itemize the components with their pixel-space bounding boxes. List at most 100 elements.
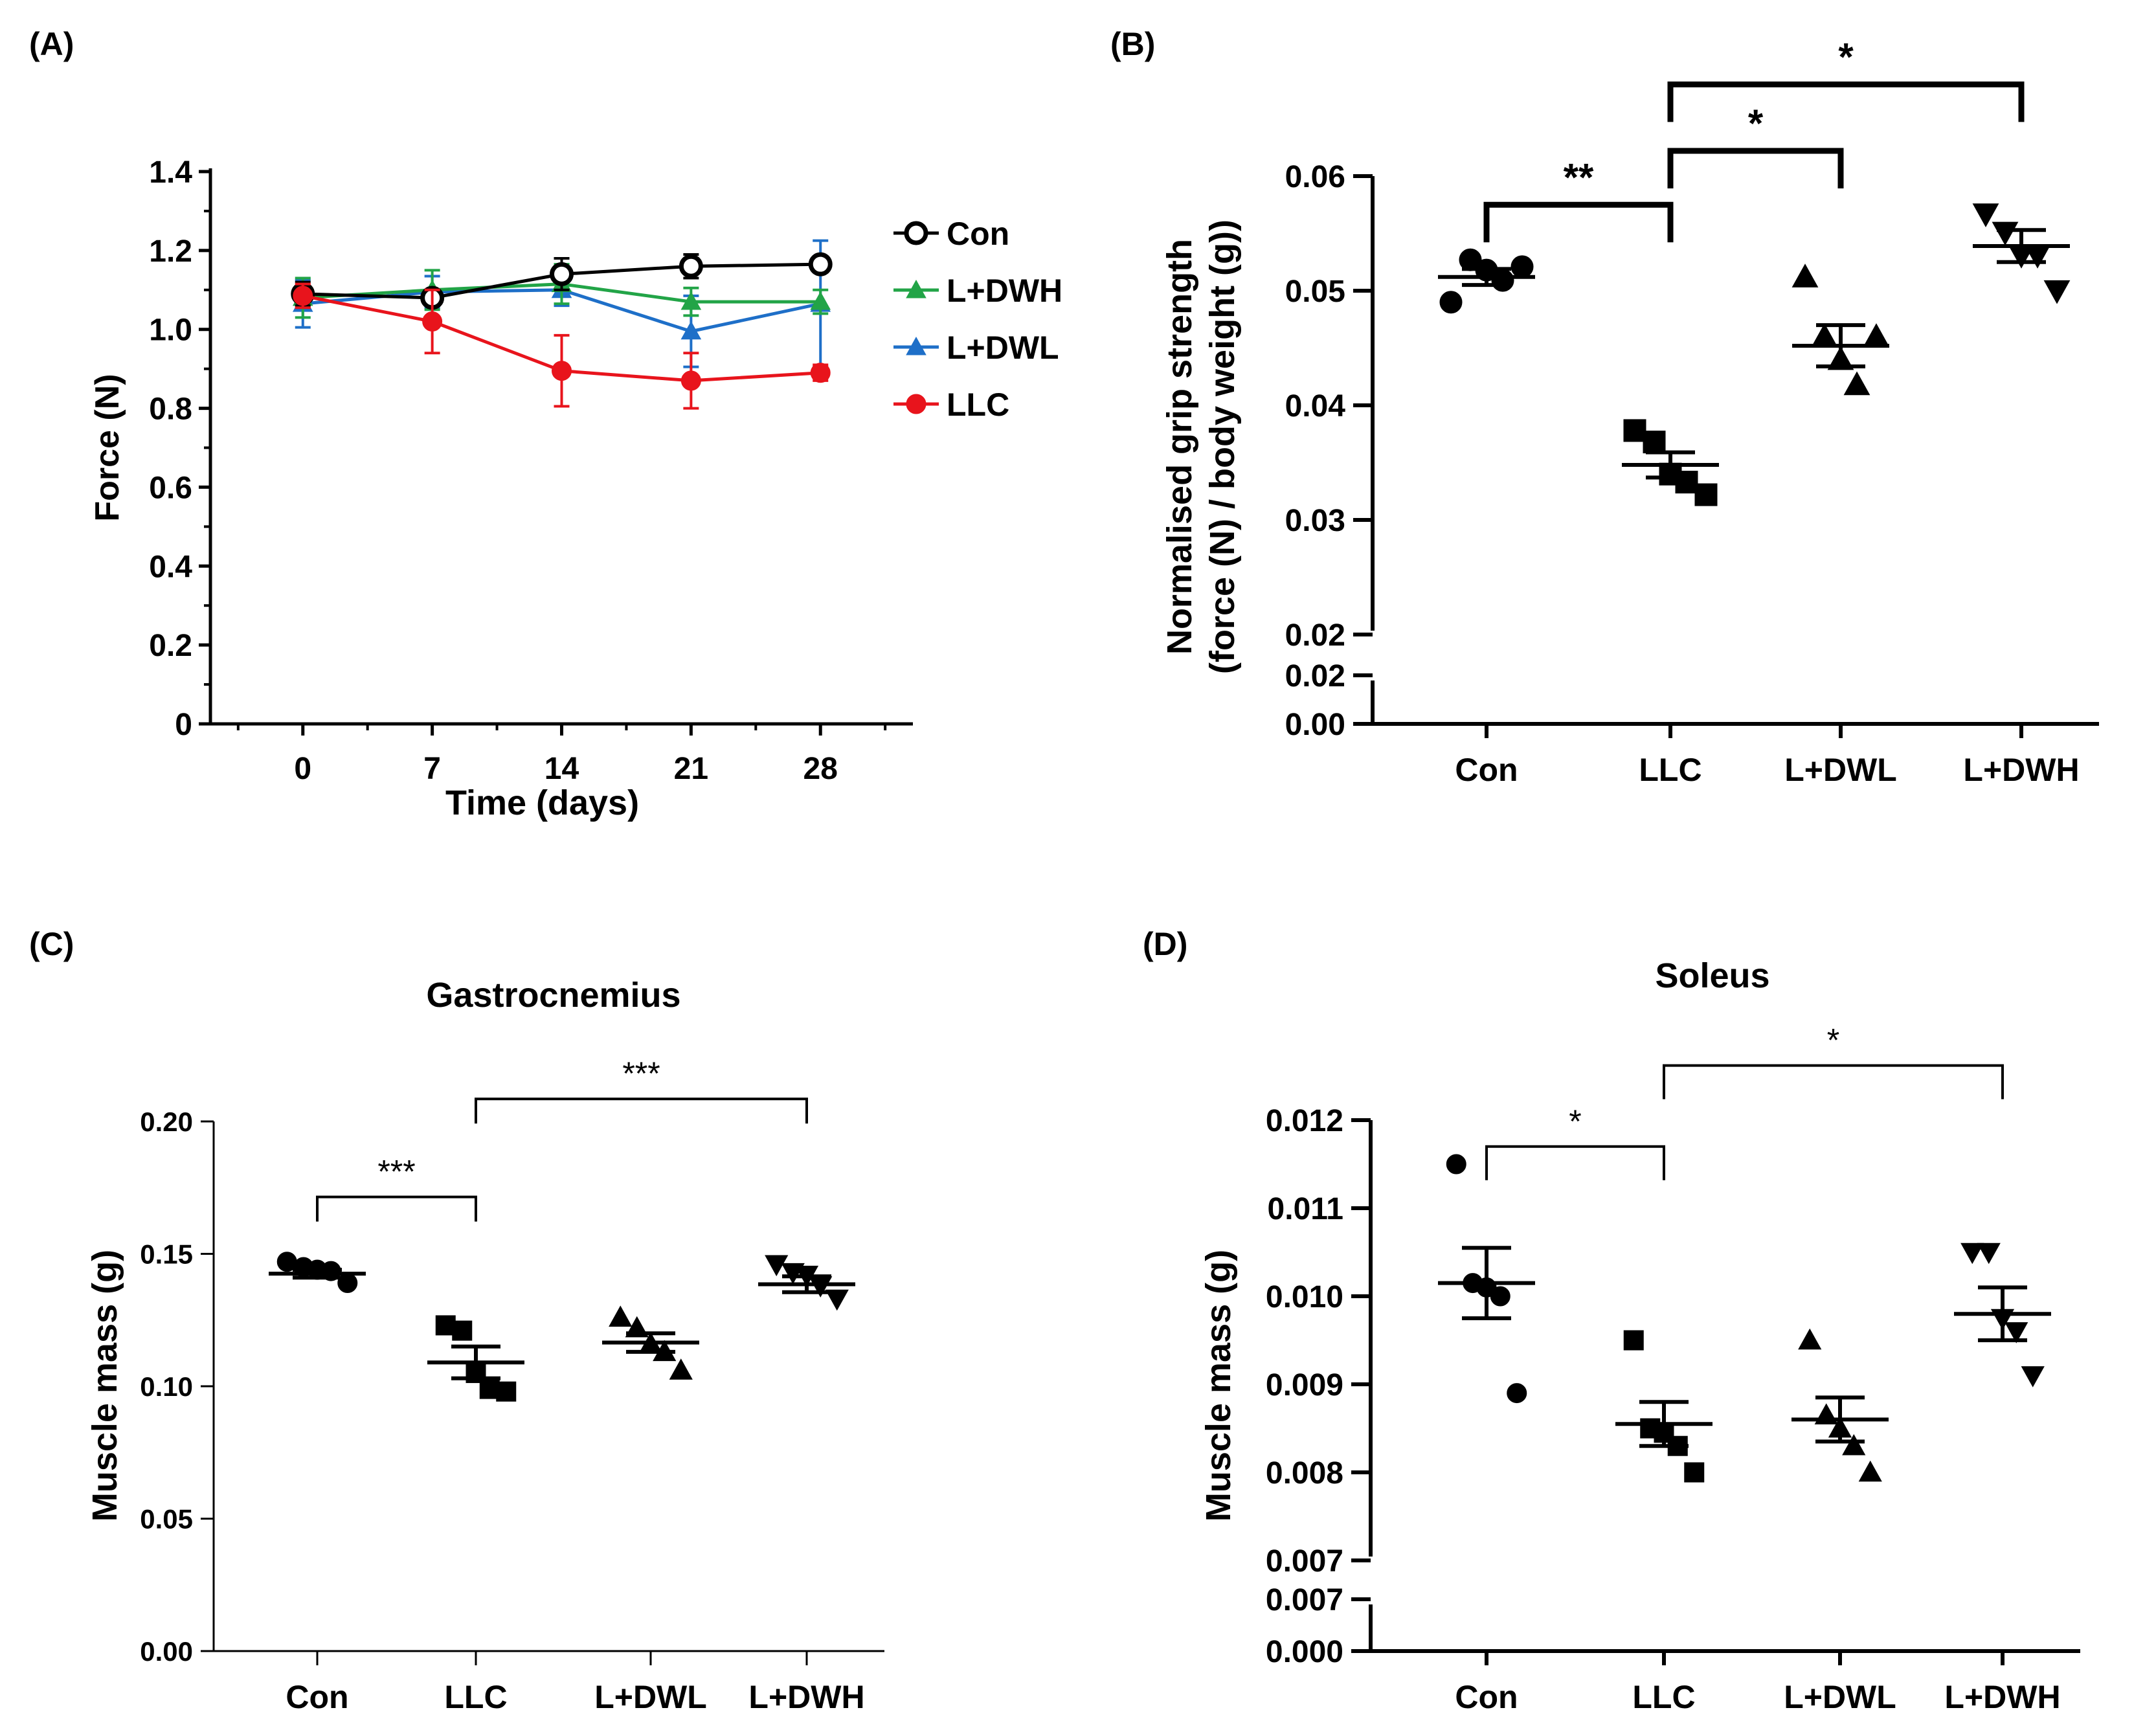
data-point: [765, 1255, 789, 1277]
significance-stars: *: [1569, 1103, 1581, 1140]
panel-label-c: (C): [29, 926, 74, 962]
data-point: [496, 1381, 517, 1402]
significance-bracket: [316, 1195, 477, 1222]
data-point: [452, 1320, 473, 1341]
x-tick-label: L+DWH: [1944, 1679, 2060, 1715]
significance-bracket: [1663, 1064, 2004, 1099]
data-point: [825, 1289, 849, 1311]
data-point: [2024, 244, 2051, 269]
legend-marker: [906, 337, 926, 355]
y-tick-label: 1.0: [149, 313, 192, 348]
significance-stars: *: [1748, 102, 1764, 145]
x-tick-label: L+DWH: [748, 1679, 864, 1715]
legend-marker: [906, 394, 926, 414]
y-axis-title-line: (force (N) / body weight (g)): [1203, 219, 1242, 674]
data-point: [1643, 431, 1666, 454]
y-tick-label: 0.007: [1266, 1544, 1343, 1579]
x-tick-label: 14: [545, 752, 579, 786]
data-point: [1863, 323, 1890, 347]
chart-title: Soleus: [1655, 956, 1769, 995]
data-point: [2043, 280, 2071, 304]
data-point: [293, 286, 313, 306]
y-tick-label: 0.6: [149, 471, 192, 505]
x-tick-label: LLC: [1639, 752, 1701, 788]
y-tick-label: 0.03: [1285, 504, 1345, 538]
y-tick-label: 0.4: [149, 550, 192, 584]
data-point: [1791, 264, 1819, 287]
data-point: [1811, 323, 1838, 347]
significance-bracket: [1667, 148, 1844, 189]
y-tick-label: 0.20: [140, 1107, 193, 1137]
data-point: [1960, 1243, 1984, 1265]
y-tick-label: 0.000: [1266, 1635, 1343, 1669]
data-point: [680, 321, 702, 340]
y-axis-title: Force (N): [89, 374, 126, 521]
data-point: [1623, 419, 1646, 442]
x-tick-label: 21: [674, 752, 708, 786]
data-point: [2021, 1366, 2045, 1388]
panel-c-gastrocnemius-chart: (C) 0.00 0.05 0.10 0.15 0.20 Con LLC L+DWL L+DWH M…: [29, 926, 884, 1715]
x-tick-label: LLC: [1632, 1679, 1695, 1715]
legend-label: L+DWH: [947, 273, 1062, 309]
x-tick-label: Con: [286, 1679, 348, 1715]
legend-marker: [904, 221, 928, 245]
y-tick-label: 0.009: [1266, 1368, 1343, 1402]
data-point: [1972, 203, 1999, 227]
y-tick-label: 0.8: [149, 392, 192, 427]
data-point: [679, 254, 703, 278]
significance-bracket: [1483, 201, 1674, 243]
significance-bracket: [1485, 1145, 1665, 1180]
data-point: [2004, 1322, 2028, 1344]
data-point: [680, 370, 701, 391]
y-tick-label: 0.008: [1266, 1456, 1343, 1490]
y-tick-label: 0.00: [140, 1636, 193, 1667]
y-tick-label: 1.4: [149, 155, 192, 190]
data-point: [1798, 1328, 1822, 1350]
y-tick-label: 0.011: [1268, 1192, 1343, 1226]
y-tick-label: 0.007: [1266, 1583, 1343, 1617]
panel-label-b: (B): [1110, 26, 1155, 62]
x-tick-label: Con: [1455, 752, 1518, 788]
data-point: [552, 361, 572, 381]
legend-label: LLC: [947, 387, 1009, 423]
data-point: [1491, 269, 1514, 292]
significance-bracket: [1667, 81, 2025, 122]
data-point: [1684, 1462, 1705, 1483]
data-point: [550, 262, 574, 286]
y-tick-label: 0.02: [1285, 618, 1345, 653]
data-point: [680, 291, 702, 310]
data-point: [1490, 1286, 1510, 1307]
y-tick-label: 0.04: [1285, 389, 1346, 423]
significance-stars: *: [1838, 35, 1854, 78]
y-tick-label: 0: [175, 708, 192, 742]
significance-bracket: [475, 1097, 808, 1124]
legend-label: L+DWL: [947, 330, 1059, 366]
y-axis-title-line: Normalised grip strength: [1160, 239, 1199, 655]
significance-stars: ***: [377, 1154, 415, 1190]
panel-b-grip-strength-chart: (B) 0.02 0.03 0.04 0.05 0.06 0.00 0.02 Con LLC L+D…: [1110, 26, 2099, 788]
data-point: [1510, 255, 1534, 278]
legend-label: Con: [947, 216, 1009, 252]
panel-label-d: (D): [1143, 926, 1187, 962]
data-point: [808, 252, 833, 276]
x-tick-label: 7: [423, 752, 441, 786]
x-tick-label: LLC: [444, 1679, 507, 1715]
panel-d-soleus-chart: (D) 0.007 0.008 0.009 0.010 0.011 0.012 0.000 0.…: [1143, 926, 2080, 1715]
y-tick-label: 0.05: [1285, 275, 1345, 309]
y-tick-label: 0.02: [1285, 659, 1345, 693]
x-tick-label: L+DWL: [594, 1679, 707, 1715]
panel-a-line-chart: (A) 0 0.2 0.4 0.6 0.8 1.0 1.2 1.4 0 7 14 21 28 Time (d…: [29, 26, 1062, 822]
x-tick-label: L+DWH: [1963, 752, 2079, 788]
data-point: [1439, 291, 1463, 314]
data-point: [810, 363, 831, 383]
y-tick-label: 0.012: [1266, 1104, 1343, 1138]
y-axis-title: Muscle mass (g): [85, 1250, 124, 1522]
y-tick-label: 0.15: [140, 1239, 193, 1270]
data-point: [1507, 1383, 1527, 1404]
data-point: [1842, 1434, 1866, 1456]
significance-stars: **: [1564, 155, 1594, 199]
data-point: [1992, 221, 2019, 246]
data-point: [609, 1305, 633, 1327]
x-tick-label: L+DWL: [1784, 752, 1897, 788]
